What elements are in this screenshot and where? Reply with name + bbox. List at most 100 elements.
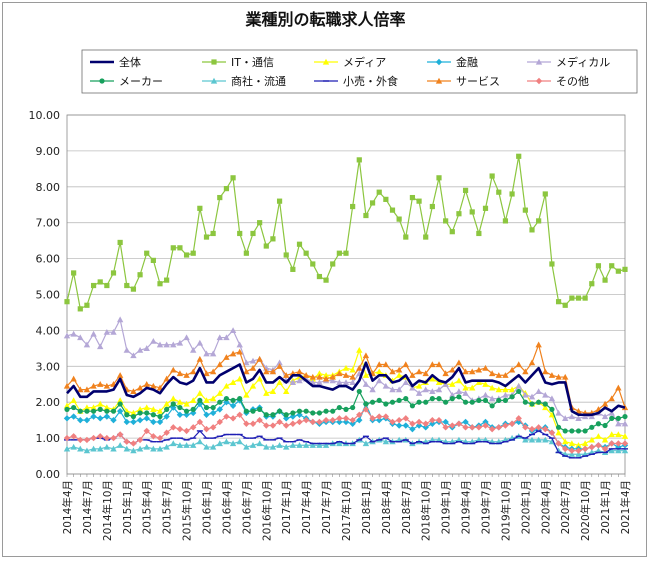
data-point — [535, 341, 542, 348]
data-point — [203, 397, 210, 404]
data-point — [223, 334, 230, 341]
legend-label: 商社・流通 — [231, 74, 286, 88]
data-point — [409, 403, 416, 409]
data-point — [395, 386, 403, 393]
data-point — [64, 406, 70, 412]
data-point — [323, 277, 329, 283]
data-point — [316, 379, 323, 386]
data-point — [170, 440, 177, 447]
data-point — [608, 431, 615, 438]
data-point — [296, 377, 303, 384]
data-point — [449, 229, 455, 235]
data-point — [601, 436, 609, 443]
data-point — [621, 433, 629, 439]
data-point — [389, 207, 396, 213]
x-tick-label: 2014年7月 — [81, 480, 94, 534]
y-tick-label: 0.00 — [36, 468, 61, 481]
data-point — [83, 416, 91, 424]
data-point — [90, 434, 97, 442]
data-point — [522, 391, 529, 398]
data-point — [103, 434, 111, 442]
data-point — [555, 299, 562, 305]
data-point — [528, 393, 536, 400]
data-point — [269, 388, 277, 395]
data-point — [144, 410, 150, 416]
data-point — [249, 442, 257, 448]
data-point — [409, 420, 416, 427]
data-point — [116, 442, 124, 448]
data-point — [97, 400, 104, 407]
data-point — [489, 173, 495, 179]
data-point — [210, 230, 216, 237]
data-point — [529, 401, 535, 407]
data-point — [363, 212, 369, 219]
data-point — [582, 428, 588, 434]
data-point — [209, 395, 217, 402]
data-point — [243, 250, 249, 256]
data-point — [581, 413, 589, 420]
data-point — [615, 415, 621, 421]
data-point — [249, 357, 257, 364]
data-point — [330, 408, 336, 414]
data-point — [144, 250, 150, 256]
data-point — [581, 445, 589, 453]
data-point — [237, 396, 243, 402]
x-tick-label: 2016年4月 — [220, 480, 233, 534]
data-point — [276, 442, 283, 448]
data-point — [508, 366, 516, 373]
data-point — [609, 263, 615, 269]
data-point — [270, 412, 276, 418]
data-point — [502, 372, 509, 378]
data-point — [103, 443, 111, 450]
data-point — [310, 410, 316, 416]
data-point — [542, 404, 549, 411]
data-point — [150, 445, 157, 452]
data-point — [363, 401, 369, 407]
data-point — [389, 399, 396, 405]
data-point — [123, 445, 130, 452]
data-point — [103, 382, 111, 389]
data-point — [130, 447, 137, 454]
data-point — [329, 416, 336, 424]
data-point — [562, 373, 569, 380]
x-tick-label: 2015年4月 — [141, 480, 154, 534]
data-point — [83, 341, 91, 348]
data-point — [77, 386, 84, 393]
data-point — [482, 422, 489, 429]
data-point — [462, 368, 469, 375]
data-point — [116, 397, 124, 404]
data-point — [435, 379, 443, 386]
data-point — [469, 384, 476, 391]
data-point — [163, 341, 170, 348]
data-point — [615, 447, 622, 454]
data-point — [183, 372, 190, 378]
y-tick-label: 3.00 — [36, 360, 61, 373]
data-point — [110, 408, 117, 414]
data-point — [183, 427, 190, 435]
data-point — [502, 386, 509, 393]
data-point — [536, 399, 542, 405]
series-6 — [63, 433, 629, 457]
data-point — [157, 413, 163, 420]
data-point — [336, 379, 343, 386]
data-point — [223, 438, 230, 445]
data-point — [608, 395, 615, 402]
data-point — [156, 445, 164, 452]
data-point — [422, 386, 429, 393]
data-point — [383, 196, 389, 202]
series-9 — [63, 406, 629, 454]
data-point — [283, 412, 289, 418]
data-point — [289, 442, 297, 448]
data-point — [250, 408, 256, 414]
data-point — [243, 443, 250, 450]
data-point — [396, 397, 402, 404]
data-point — [608, 409, 615, 416]
x-axis: 2014年4月 2014年7月 2014年10月 2015年1月 2015年4月 2015… — [61, 474, 632, 541]
data-point — [515, 382, 522, 389]
x-tick-label: 2020年1月 — [519, 480, 532, 534]
data-point — [316, 442, 323, 448]
data-point — [310, 261, 316, 267]
data-point — [449, 396, 455, 402]
data-point — [183, 334, 190, 341]
